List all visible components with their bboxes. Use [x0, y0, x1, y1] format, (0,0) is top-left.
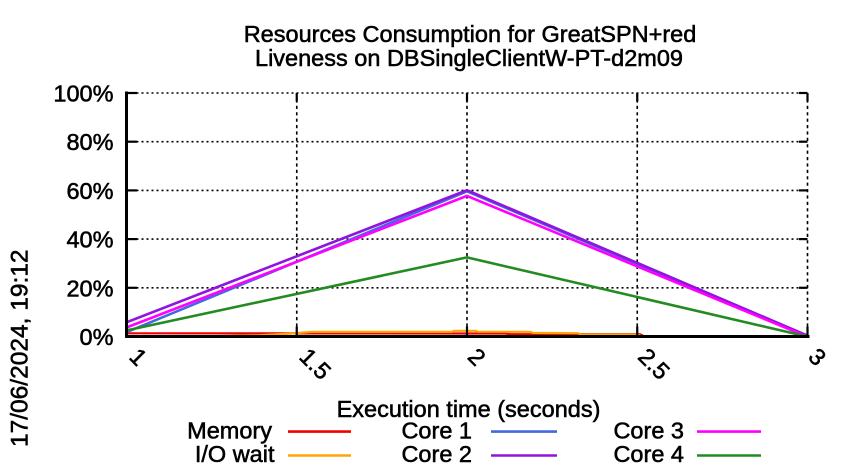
svg-text:3: 3	[803, 343, 831, 371]
svg-text:Execution time (seconds): Execution time (seconds)	[337, 396, 601, 422]
svg-text:0%: 0%	[80, 324, 114, 350]
svg-text:20%: 20%	[66, 275, 113, 301]
svg-text:I/O wait: I/O wait	[195, 441, 275, 467]
svg-text:2.5: 2.5	[633, 343, 674, 384]
svg-text:Liveness on DBSingleClientW-PT: Liveness on DBSingleClientW-PT-d2m09	[255, 45, 683, 71]
svg-text:100%: 100%	[53, 81, 113, 107]
svg-text:1: 1	[124, 343, 152, 371]
svg-text:40%: 40%	[66, 227, 113, 253]
svg-text:17/06/2024, 19:12: 17/06/2024, 19:12	[7, 249, 34, 447]
svg-text:80%: 80%	[66, 129, 113, 155]
svg-text:Resources Consumption for Grea: Resources Consumption for GreatSPN+red	[244, 21, 697, 47]
svg-text:Core 3: Core 3	[613, 418, 684, 444]
svg-text:Core 2: Core 2	[401, 441, 472, 467]
svg-text:2: 2	[463, 343, 491, 371]
svg-text:Core 1: Core 1	[401, 418, 472, 444]
svg-text:1.5: 1.5	[294, 343, 335, 384]
svg-text:Memory: Memory	[187, 418, 272, 444]
svg-text:60%: 60%	[66, 178, 113, 204]
svg-text:Core 4: Core 4	[613, 441, 684, 467]
